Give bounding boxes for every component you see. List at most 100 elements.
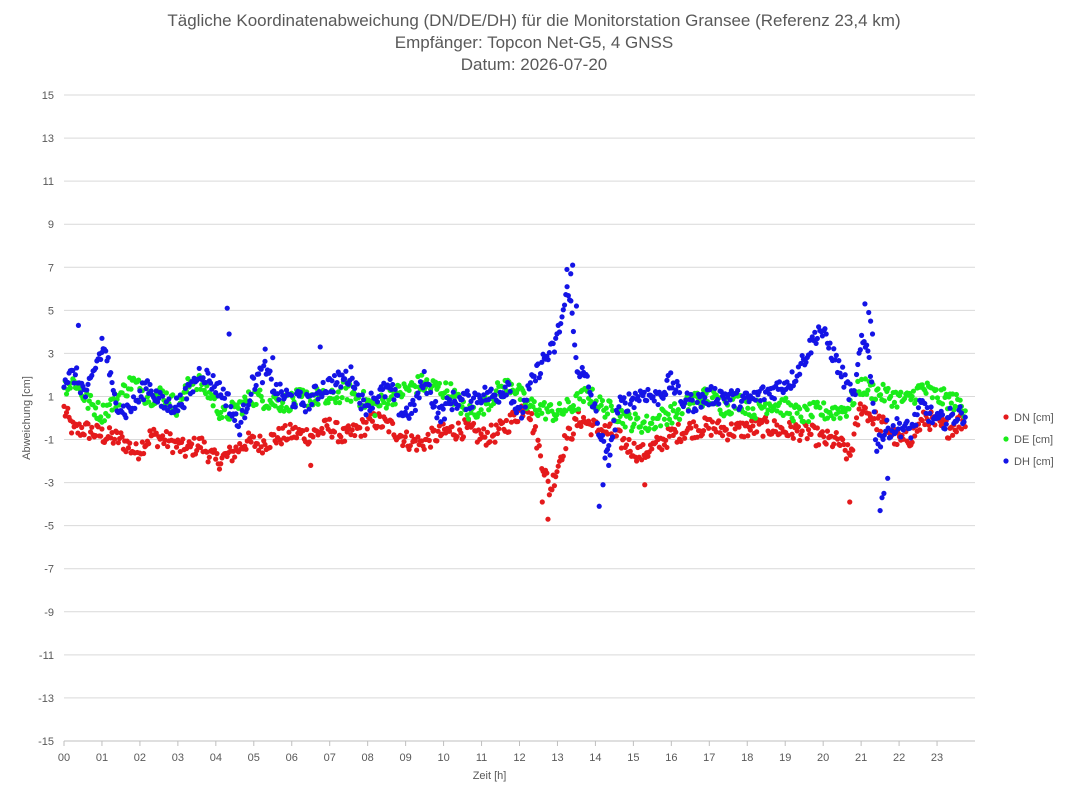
data-point: [115, 440, 121, 446]
data-point: [961, 419, 967, 425]
data-points: [61, 262, 968, 522]
data-point: [857, 347, 863, 353]
data-point: [415, 434, 421, 440]
data-point: [689, 397, 695, 403]
x-tick-label: 18: [741, 752, 753, 764]
data-point: [455, 420, 461, 426]
data-point: [139, 439, 145, 445]
data-point: [901, 395, 908, 402]
data-point: [674, 378, 680, 385]
data-point: [475, 427, 482, 433]
data-point: [146, 441, 152, 447]
data-point: [821, 433, 827, 440]
data-point: [119, 434, 125, 440]
data-point: [377, 403, 383, 409]
data-point: [358, 406, 364, 412]
data-point: [888, 393, 894, 400]
data-point: [99, 426, 105, 432]
data-point: [410, 397, 416, 403]
data-point: [907, 425, 913, 431]
data-point: [135, 456, 142, 462]
data-point: [641, 389, 647, 395]
data-point: [376, 393, 382, 400]
data-point: [553, 335, 559, 341]
data-point: [531, 373, 537, 379]
data-point: [550, 340, 556, 347]
data-point: [572, 342, 578, 348]
data-point: [632, 454, 638, 460]
data-point: [900, 427, 906, 433]
data-point: [141, 450, 147, 457]
data-point: [433, 398, 439, 405]
data-point: [942, 426, 948, 432]
data-point: [464, 388, 470, 394]
data-point: [270, 355, 276, 361]
data-point: [223, 403, 229, 409]
data-point: [415, 390, 421, 396]
data-point: [658, 423, 664, 429]
data-point: [794, 410, 800, 416]
data-point: [780, 412, 786, 419]
data-point: [635, 394, 641, 400]
data-point: [93, 433, 99, 439]
data-point: [421, 446, 427, 452]
data-point: [63, 409, 70, 416]
y-tick-label: 1: [48, 391, 54, 403]
x-tick-label: 12: [513, 752, 525, 764]
data-point: [258, 444, 264, 450]
data-point: [774, 422, 780, 428]
data-point: [559, 314, 565, 320]
data-point: [790, 418, 796, 424]
data-point: [257, 433, 263, 439]
data-point: [537, 453, 544, 459]
data-point: [232, 417, 238, 424]
data-point: [331, 429, 338, 435]
data-point: [93, 365, 99, 371]
data-point: [602, 455, 608, 461]
data-point: [563, 408, 569, 414]
data-point: [369, 405, 376, 411]
data-point: [357, 400, 363, 406]
data-point: [599, 432, 606, 439]
data-point: [760, 384, 766, 390]
data-point: [728, 410, 734, 416]
data-point: [866, 354, 872, 361]
data-point: [843, 413, 850, 419]
data-point: [403, 429, 410, 435]
data-point: [401, 438, 407, 445]
data-point: [308, 462, 314, 468]
data-point: [670, 408, 676, 414]
data-point: [573, 354, 579, 361]
data-point: [641, 419, 647, 425]
data-point: [537, 371, 544, 377]
data-point: [673, 429, 679, 435]
data-point: [536, 375, 542, 381]
y-axis-title: Abweichung [cm]: [21, 376, 33, 460]
data-point: [621, 435, 627, 442]
data-point: [800, 419, 807, 425]
data-point: [196, 365, 202, 372]
data-point: [273, 440, 279, 446]
data-point: [248, 391, 254, 397]
data-point: [507, 388, 513, 395]
data-point: [342, 438, 348, 444]
data-point: [580, 398, 587, 405]
x-tick-label: 02: [134, 752, 146, 764]
data-point: [273, 381, 279, 388]
data-point: [93, 405, 99, 411]
data-point: [817, 405, 823, 411]
data-point: [242, 415, 248, 421]
data-point: [86, 435, 92, 442]
data-point: [61, 384, 67, 390]
data-point: [175, 408, 181, 414]
data-point: [804, 436, 810, 442]
y-tick-label: -5: [44, 521, 54, 533]
data-point: [671, 401, 678, 407]
data-point: [191, 435, 197, 441]
data-point: [827, 340, 833, 346]
data-point: [853, 371, 860, 378]
y-tick-label: -7: [44, 564, 54, 576]
data-point: [606, 462, 612, 468]
data-point: [934, 395, 941, 401]
data-point: [872, 437, 879, 443]
